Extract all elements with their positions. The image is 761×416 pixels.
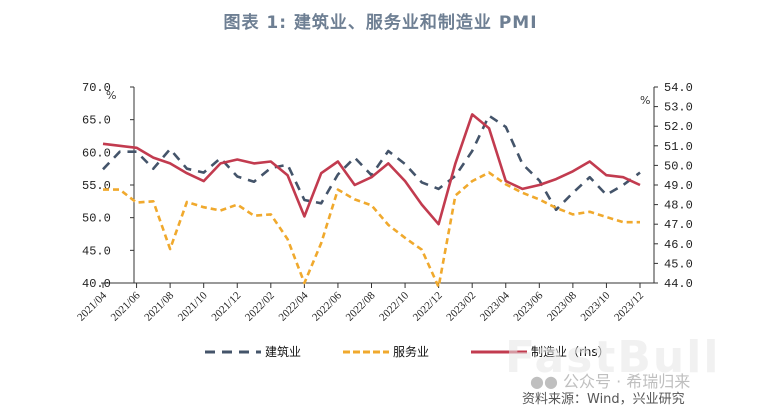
wechat-watermark: ●● 公众号 · 希瑞归来 — [530, 368, 690, 392]
x-tick-label: 2021/10 — [176, 289, 210, 323]
source-note: 资料来源：Wind，兴业研究 — [522, 392, 685, 407]
x-tick-label: 2023/02 — [444, 290, 478, 324]
x-tick-label: 2022/06 — [310, 289, 344, 323]
legend-label: 服务业 — [393, 345, 430, 359]
x-tick-label: 2023/10 — [579, 289, 613, 323]
x-tick-label: 2021/06 — [109, 289, 143, 323]
legend-label: 建筑业 — [265, 345, 302, 359]
right-y-tick-label: 53.0 — [664, 101, 693, 115]
chart-legend: 建筑业 服务业 制造业（rhs） — [205, 343, 652, 360]
right-y-tick-label: 48.0 — [664, 199, 693, 213]
left-y-tick-label: 50.0 — [82, 212, 111, 226]
x-tick-label: 2023/12 — [612, 290, 646, 324]
series-line — [103, 171, 640, 289]
left-y-tick-label: 45.0 — [82, 244, 111, 258]
legend-item-manufacturing: 制造业（rhs） — [471, 343, 610, 360]
dashed-line-swatch-icon — [205, 350, 261, 353]
x-tick-label: 2023/06 — [511, 289, 545, 323]
series-line — [102, 113, 641, 226]
left-unit-label: % — [106, 89, 116, 102]
brand-watermark: FastBull — [505, 332, 721, 383]
left-y-tick-label: 60.0 — [82, 146, 111, 160]
right-y-tick-label: 51.0 — [664, 140, 693, 154]
right-y-tick-label: 45.0 — [664, 257, 693, 271]
left-y-tick-label: 65.0 — [82, 114, 111, 128]
right-y-tick-label: 54.0 — [664, 81, 693, 95]
right-y-tick-label: 47.0 — [664, 218, 693, 232]
x-tick-label: 2021/12 — [209, 290, 243, 324]
x-tick-label: 2022/04 — [277, 289, 311, 323]
right-unit-label: % — [640, 94, 650, 107]
right-y-tick-label: 52.0 — [664, 120, 693, 134]
watermark-text: 公众号 · 希瑞归来 — [563, 372, 691, 391]
right-y-tick-label: 44.0 — [664, 277, 693, 291]
x-tick-label: 2023/04 — [478, 289, 512, 323]
x-tick-label: 2022/10 — [377, 289, 411, 323]
x-tick-label: 2022/02 — [243, 290, 277, 324]
right-y-tick-label: 46.0 — [664, 238, 693, 252]
solid-line-swatch-icon — [471, 350, 528, 353]
wechat-icon: ●● — [530, 372, 558, 391]
left-y-tick-label: 70.0 — [82, 81, 111, 95]
x-tick-label: 2021/04 — [75, 289, 109, 323]
series-line — [102, 114, 641, 212]
x-tick-label: 2023/08 — [545, 289, 579, 323]
legend-item-services: 服务业 — [343, 343, 429, 360]
dashed-line-swatch-icon — [343, 350, 390, 353]
x-tick-label: 2021/08 — [142, 289, 176, 323]
chart-title: 图表 1: 建筑业、服务业和制造业 PMI — [223, 13, 538, 33]
legend-label: 制造业（rhs） — [531, 345, 610, 359]
x-tick-label: 2022/08 — [344, 289, 378, 323]
left-y-tick-label: 40.0 — [82, 277, 111, 291]
right-y-tick-label: 50.0 — [664, 159, 693, 173]
x-tick-label: 2022/12 — [411, 290, 445, 324]
right-y-tick-label: 49.0 — [664, 179, 693, 193]
legend-item-construction: 建筑业 — [205, 343, 301, 360]
